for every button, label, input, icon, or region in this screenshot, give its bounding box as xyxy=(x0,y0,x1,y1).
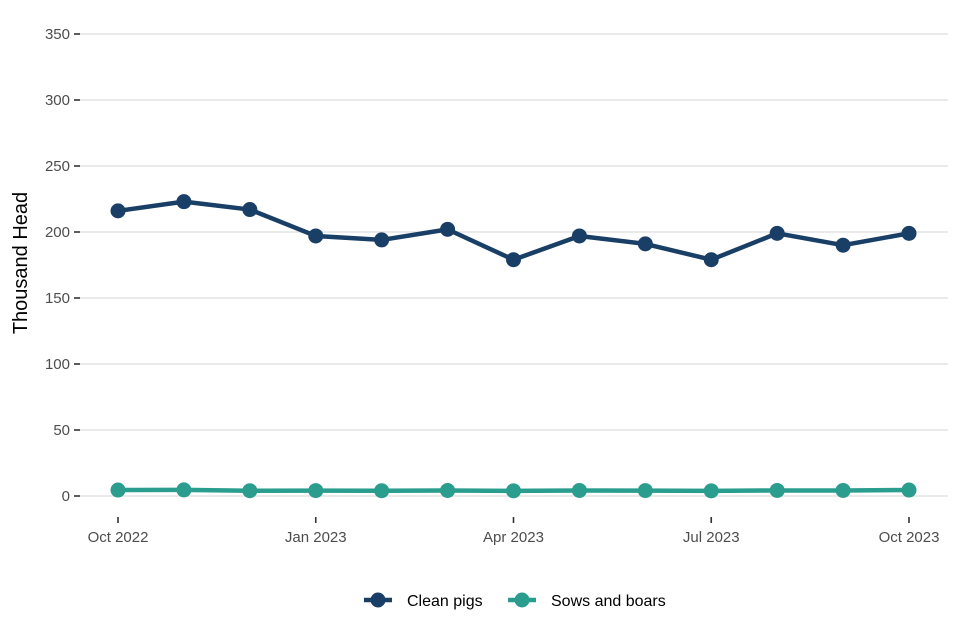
data-point xyxy=(703,252,719,268)
legend-item: Sows and boars xyxy=(508,592,666,610)
series-line xyxy=(115,199,912,262)
x-tick-label: Jan 2023 xyxy=(285,529,347,546)
data-point xyxy=(440,221,456,237)
data-point xyxy=(571,482,587,498)
y-tick-label: 350 xyxy=(45,26,70,43)
y-tick-label: 150 xyxy=(45,290,70,307)
series-sows-and-boars xyxy=(110,482,917,499)
data-point xyxy=(637,483,653,499)
data-point xyxy=(769,225,785,241)
y-axis-title: Thousand Head xyxy=(10,192,32,334)
x-tick-label: Oct 2022 xyxy=(88,529,149,546)
y-tick-label: 250 xyxy=(45,158,70,175)
data-point xyxy=(440,482,456,498)
data-point xyxy=(769,482,785,498)
x-tick-label: Oct 2023 xyxy=(879,529,940,546)
data-point xyxy=(703,483,719,499)
series-layer xyxy=(110,194,917,499)
data-point xyxy=(835,237,851,253)
data-point xyxy=(374,483,390,499)
y-tick-label: 300 xyxy=(45,92,70,109)
legend: Clean pigs Sows and boars xyxy=(364,592,666,610)
x-tick-label: Jul 2023 xyxy=(683,529,740,546)
gridlines xyxy=(80,33,948,497)
series-clean-pigs xyxy=(110,194,917,268)
y-tick-label: 100 xyxy=(45,356,70,373)
y-tick-label: 50 xyxy=(53,422,70,439)
y-tick-label: 0 xyxy=(62,488,70,505)
x-axis: Oct 2022 Jan 2023 Apr 2023 Jul 2023 Oct 2023 xyxy=(88,517,940,546)
legend-item: Clean pigs xyxy=(364,592,483,610)
data-point xyxy=(110,203,126,219)
data-point xyxy=(374,232,390,248)
data-point xyxy=(901,482,917,498)
data-point xyxy=(308,228,324,244)
data-point xyxy=(506,252,521,268)
data-point xyxy=(110,482,126,498)
data-point xyxy=(308,483,324,499)
y-axis: 0 50 100 150 200 250 300 350 xyxy=(45,26,80,505)
legend-label: Clean pigs xyxy=(407,593,483,610)
x-tick-label: Apr 2023 xyxy=(483,529,544,546)
data-point xyxy=(242,202,258,218)
data-point xyxy=(571,228,587,244)
data-point xyxy=(637,236,653,252)
legend-swatch-marker xyxy=(514,592,530,608)
y-tick-label: 200 xyxy=(45,224,70,241)
legend-label: Sows and boars xyxy=(551,593,666,610)
data-point xyxy=(176,482,192,498)
data-point xyxy=(901,225,917,241)
data-point xyxy=(242,483,258,499)
legend-swatch-marker xyxy=(370,592,386,608)
data-point xyxy=(176,194,192,210)
data-point xyxy=(835,482,851,498)
data-point xyxy=(506,483,521,499)
